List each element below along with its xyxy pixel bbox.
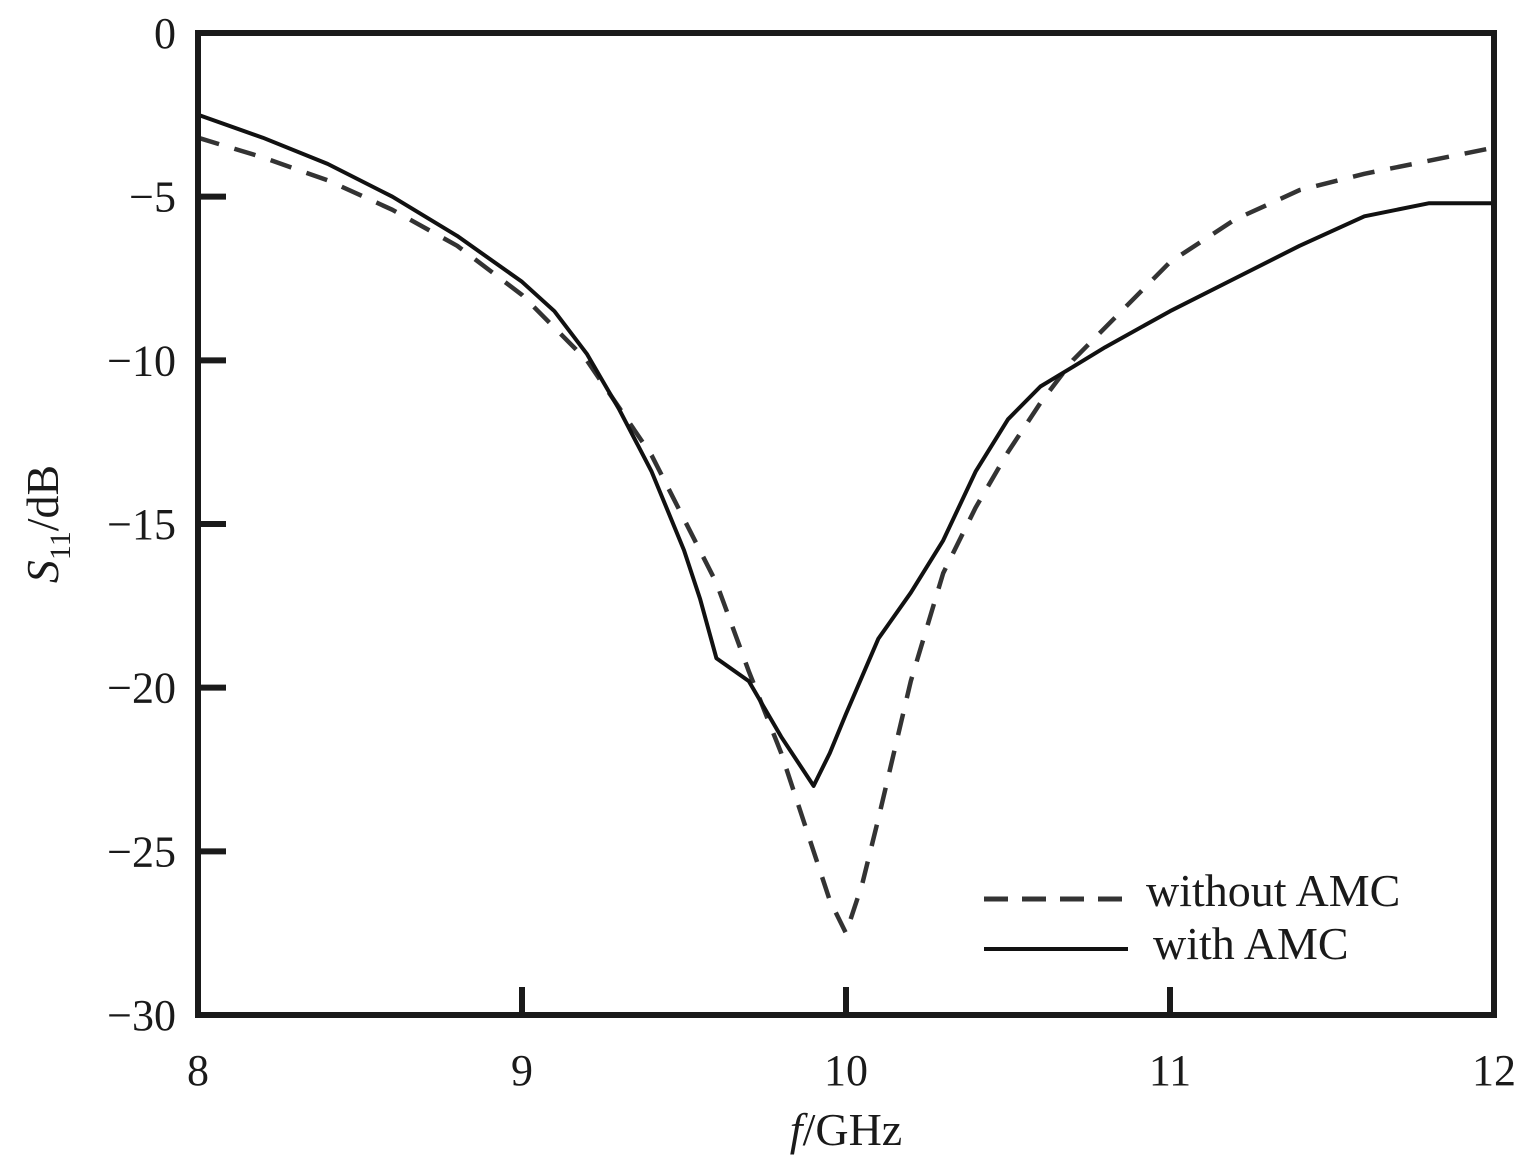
x-axis-label: f/GHz: [790, 1104, 902, 1155]
series-line-with-amc: [197, 112, 1494, 788]
y-tick-label: 0: [154, 9, 176, 58]
y-tick-label: −10: [107, 336, 176, 385]
x-tick-label: 8: [187, 1046, 209, 1095]
series-layer: [197, 112, 1495, 936]
y-axis-label: S11/dB: [17, 465, 77, 583]
y-tick-label: −5: [129, 173, 176, 222]
x-tick-label: 10: [824, 1046, 868, 1095]
series-line-without-amc: [197, 135, 1495, 936]
x-tick-label: 9: [511, 1046, 533, 1095]
legend-label-without-amc: without AMC: [1146, 865, 1400, 916]
legend: without AMC with AMC: [984, 865, 1400, 969]
x-tick-label: 11: [1149, 1046, 1191, 1095]
x-tick-label: 12: [1472, 1046, 1516, 1095]
legend-label-with-amc: with AMC: [1153, 918, 1349, 969]
y-tick-label: −25: [107, 827, 176, 876]
ticks-layer: 8 9 10 11 12 0 −5 −10 −15 −20 −25 −30: [107, 9, 1516, 1095]
y-tick-label: −30: [107, 991, 176, 1040]
y-tick-label: −20: [107, 664, 176, 713]
y-tick-label: −15: [107, 500, 176, 549]
